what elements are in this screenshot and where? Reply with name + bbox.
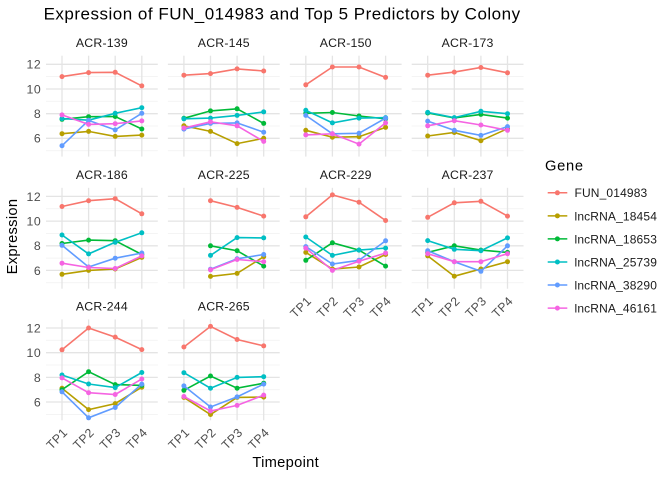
svg-text:lncRNA_25739: lncRNA_25739 (575, 255, 658, 269)
svg-text:10: 10 (27, 82, 42, 96)
svg-text:Timepoint: Timepoint (252, 455, 319, 471)
svg-text:Expression of FUN_014983 and T: Expression of FUN_014983 and Top 5 Predi… (44, 4, 521, 23)
svg-text:ACR-150: ACR-150 (320, 36, 372, 50)
svg-text:8: 8 (34, 371, 41, 385)
svg-text:lncRNA_46161: lncRNA_46161 (575, 302, 658, 316)
svg-text:8: 8 (34, 239, 41, 253)
svg-text:ACR-186: ACR-186 (76, 168, 128, 182)
svg-text:ACR-229: ACR-229 (320, 168, 372, 182)
svg-text:Expression: Expression (5, 199, 21, 275)
svg-text:ACR-145: ACR-145 (198, 36, 250, 50)
svg-text:8: 8 (34, 107, 41, 121)
svg-text:FUN_014983: FUN_014983 (575, 186, 648, 200)
svg-text:ACR-244: ACR-244 (76, 300, 128, 314)
svg-text:lncRNA_18454: lncRNA_18454 (575, 209, 658, 223)
svg-text:12: 12 (27, 58, 42, 72)
svg-text:Gene: Gene (545, 158, 584, 174)
svg-text:ACR-173: ACR-173 (442, 36, 494, 50)
svg-text:ACR-265: ACR-265 (198, 300, 250, 314)
svg-text:12: 12 (27, 190, 42, 204)
svg-text:lncRNA_38290: lncRNA_38290 (575, 278, 658, 292)
svg-text:ACR-139: ACR-139 (76, 36, 128, 50)
svg-text:6: 6 (34, 132, 41, 146)
svg-text:lncRNA_18653: lncRNA_18653 (575, 232, 658, 246)
svg-text:10: 10 (27, 215, 42, 229)
svg-text:10: 10 (27, 346, 42, 360)
svg-text:ACR-225: ACR-225 (198, 168, 250, 182)
svg-text:ACR-237: ACR-237 (442, 168, 494, 182)
svg-text:6: 6 (34, 395, 41, 409)
svg-text:12: 12 (27, 321, 42, 335)
svg-text:6: 6 (34, 264, 41, 278)
